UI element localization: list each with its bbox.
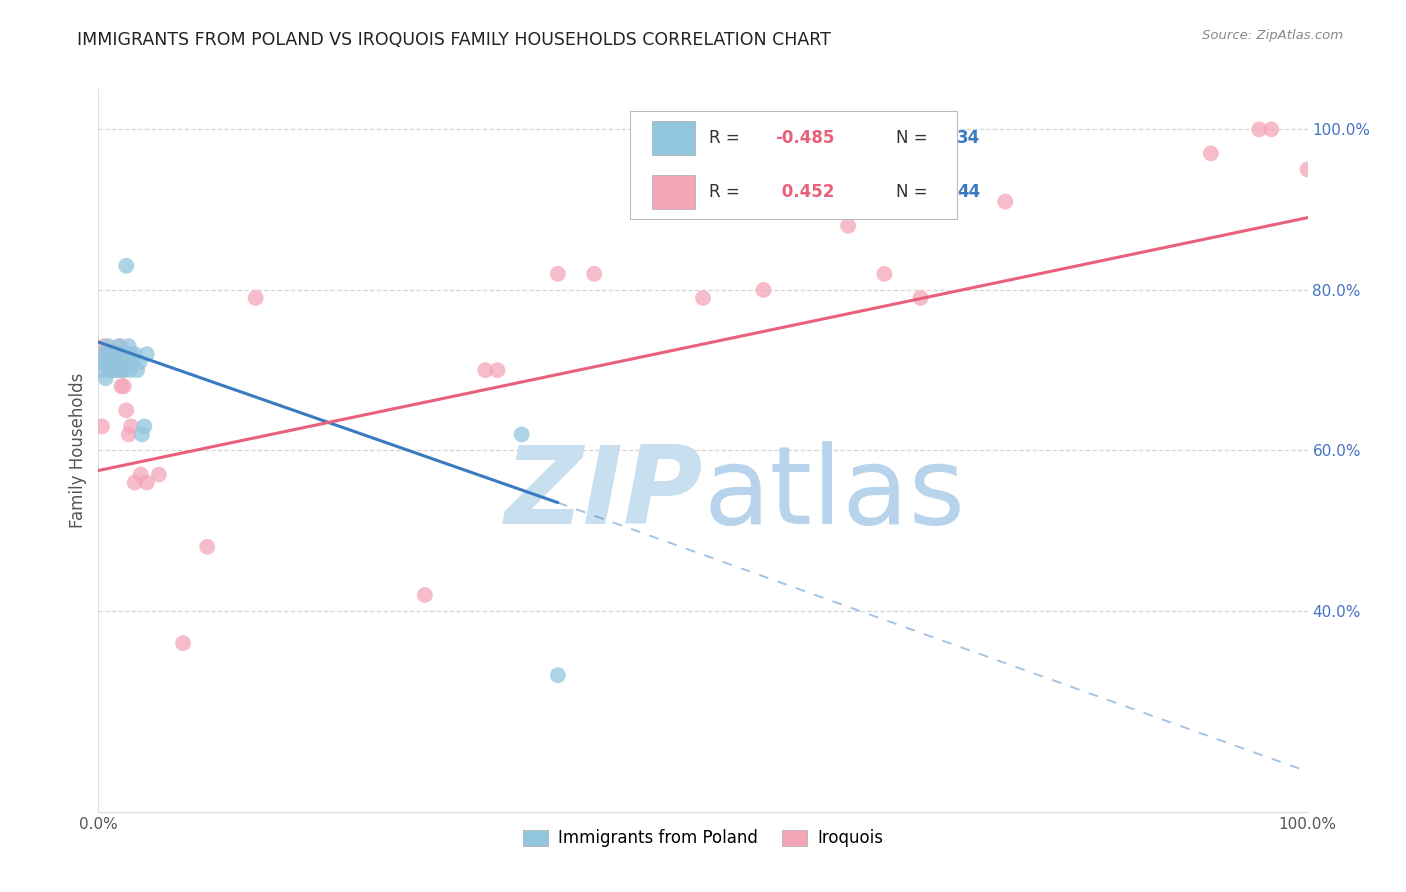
Point	[486, 363, 509, 377]
Text: R =: R =	[709, 183, 745, 202]
Point	[583, 267, 606, 281]
Point	[108, 355, 131, 369]
Point	[105, 363, 128, 377]
Text: IMMIGRANTS FROM POLAND VS IROQUOIS FAMILY HOUSEHOLDS CORRELATION CHART: IMMIGRANTS FROM POLAND VS IROQUOIS FAMIL…	[77, 31, 831, 49]
Point	[91, 419, 114, 434]
Point	[124, 347, 146, 361]
Point	[128, 355, 150, 369]
Point	[100, 355, 122, 369]
Point	[110, 379, 132, 393]
Point	[1260, 122, 1282, 136]
Point	[994, 194, 1017, 209]
Point	[1249, 122, 1271, 136]
Point	[118, 363, 141, 377]
Point	[1199, 146, 1222, 161]
Point	[112, 379, 135, 393]
Point	[114, 355, 136, 369]
Point	[910, 291, 932, 305]
Text: 44: 44	[957, 183, 980, 202]
Point	[124, 475, 146, 490]
Point	[111, 347, 134, 361]
Point	[134, 419, 156, 434]
Point	[111, 363, 134, 377]
Point	[104, 355, 127, 369]
Point	[118, 339, 141, 353]
Point	[103, 347, 125, 361]
Point	[105, 347, 128, 361]
Point	[104, 363, 127, 377]
Point	[101, 363, 124, 377]
Point	[474, 363, 496, 377]
Text: 34: 34	[957, 129, 980, 147]
Text: N =: N =	[897, 183, 934, 202]
Point	[547, 668, 569, 682]
Point	[510, 427, 533, 442]
Legend: Immigrants from Poland, Iroquois: Immigrants from Poland, Iroquois	[516, 822, 890, 854]
Point	[120, 347, 142, 361]
Point	[110, 355, 132, 369]
Point	[100, 355, 122, 369]
Point	[692, 291, 714, 305]
Text: Source: ZipAtlas.com: Source: ZipAtlas.com	[1202, 29, 1343, 42]
Point	[108, 339, 131, 353]
Point	[103, 355, 125, 369]
Point	[245, 291, 267, 305]
Point	[135, 347, 157, 361]
Point	[91, 363, 114, 377]
Point	[94, 347, 117, 361]
Bar	[630, 111, 957, 219]
Bar	[652, 175, 695, 210]
Point	[114, 355, 136, 369]
Point	[121, 355, 143, 369]
Point	[100, 347, 122, 361]
Point	[97, 347, 120, 361]
Point	[195, 540, 218, 554]
Point	[97, 339, 120, 353]
Point	[752, 283, 775, 297]
Point	[129, 467, 152, 482]
Text: atlas: atlas	[703, 441, 965, 547]
Point	[101, 347, 124, 361]
Point	[98, 363, 121, 377]
Point	[94, 371, 117, 385]
Text: -0.485: -0.485	[776, 129, 835, 147]
Text: R =: R =	[709, 129, 745, 147]
Point	[413, 588, 436, 602]
Point	[135, 475, 157, 490]
Point	[108, 339, 131, 353]
Point	[112, 363, 135, 377]
Point	[148, 467, 170, 482]
Bar	[652, 120, 695, 155]
Y-axis label: Family Households: Family Households	[69, 373, 87, 528]
Point	[93, 347, 115, 361]
Point	[115, 259, 138, 273]
Point	[115, 403, 138, 417]
Point	[131, 427, 153, 442]
Point	[107, 355, 129, 369]
Point	[93, 339, 115, 353]
Text: 0.452: 0.452	[776, 183, 834, 202]
Point	[1296, 162, 1319, 177]
Point	[108, 363, 131, 377]
Point	[118, 427, 141, 442]
Point	[91, 355, 114, 369]
Point	[107, 347, 129, 361]
Text: N =: N =	[897, 129, 934, 147]
Point	[100, 363, 122, 377]
Text: ZIP: ZIP	[505, 441, 703, 547]
Point	[98, 347, 121, 361]
Point	[172, 636, 194, 650]
Point	[837, 219, 859, 233]
Point	[873, 267, 896, 281]
Point	[117, 347, 139, 361]
Point	[547, 267, 569, 281]
Point	[127, 363, 149, 377]
Point	[120, 419, 142, 434]
Point	[96, 355, 118, 369]
Point	[96, 355, 118, 369]
